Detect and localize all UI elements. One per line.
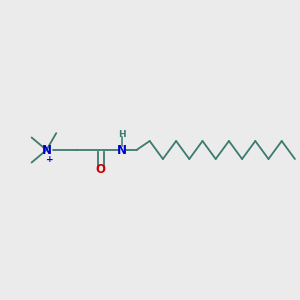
Text: +: + [46, 155, 54, 164]
Text: N: N [41, 143, 52, 157]
Text: N: N [116, 143, 127, 157]
Text: H: H [118, 130, 125, 139]
Text: O: O [95, 163, 106, 176]
